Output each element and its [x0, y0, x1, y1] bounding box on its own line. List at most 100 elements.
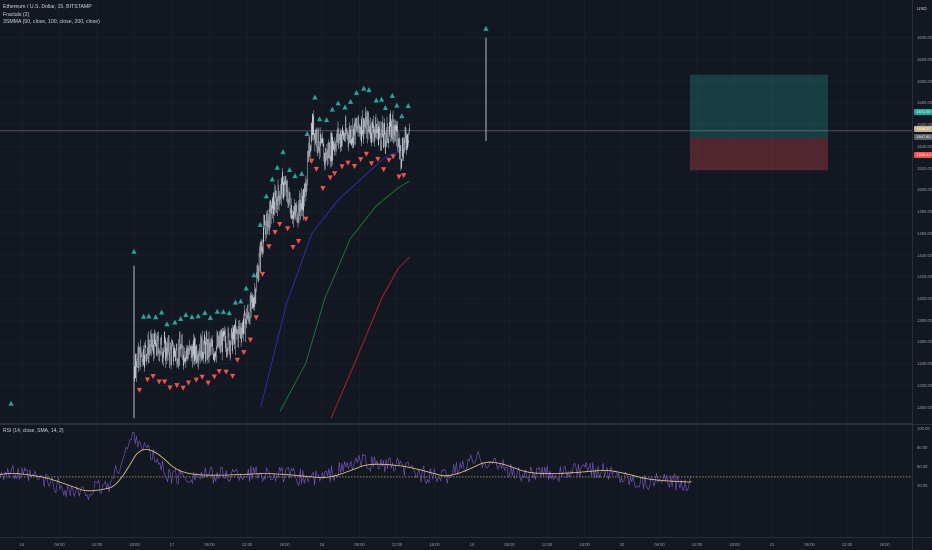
fractal-up-marker [280, 149, 286, 155]
fractal-up-marker [316, 116, 323, 122]
time-tick-label: 18:00 [129, 542, 140, 547]
symbol-title[interactable]: Ethereum / U.S. Dollar, 15, BITSTAMP [3, 4, 92, 10]
fractal-markers [8, 25, 489, 406]
fractal-up-marker [153, 314, 159, 320]
fractal-down-marker [313, 166, 319, 172]
fractal-up-marker [158, 309, 165, 315]
time-tick-label: 12:00 [391, 542, 403, 547]
fractal-up-marker [483, 25, 489, 31]
fractal-down-marker [390, 154, 396, 160]
fractal-down-marker [144, 377, 151, 383]
fractal-down-marker [285, 226, 291, 232]
fractal-up-marker [183, 312, 189, 318]
rsi-ma-line [0, 449, 692, 492]
fractal-up-marker [299, 170, 305, 176]
fractal-up-marker [329, 106, 335, 112]
price-grid [0, 0, 912, 423]
fractal-up-marker [131, 248, 137, 254]
time-tick-label: 06:00 [504, 542, 515, 547]
fractal-down-marker [223, 369, 229, 375]
fractal-down-marker [193, 377, 199, 383]
time-tick-label: 06:00 [54, 542, 65, 547]
price-tick-label: 1640.00 [917, 35, 932, 41]
rsi-axis[interactable]: 100.00 80.00 60.00 40.00 [912, 425, 932, 537]
fractal-up-marker [232, 299, 239, 305]
take-profit-zone [690, 74, 828, 138]
fractal-up-marker [347, 98, 354, 104]
fractal-up-marker [373, 97, 379, 103]
fractal-down-marker [351, 163, 358, 169]
fractal-down-marker [241, 350, 247, 356]
fractal-up-marker [238, 298, 244, 304]
time-tick-label: 18:00 [729, 542, 740, 547]
fractal-up-marker [353, 89, 360, 95]
fractal-down-marker [167, 385, 173, 391]
fractal-up-marker [378, 96, 385, 102]
fractal-up-marker [394, 102, 400, 108]
time-tick-label: 20 [619, 542, 625, 547]
axis-corner [912, 537, 932, 550]
price-tick-label: 1480.00 [917, 209, 932, 215]
fractal-down-marker [327, 175, 333, 181]
fractal-down-marker [303, 216, 309, 222]
fractal-down-marker [216, 369, 222, 375]
fractal-up-marker [202, 310, 208, 316]
price-tick-label: 1600.00 [917, 78, 932, 84]
rsi-pane[interactable] [0, 425, 912, 537]
price-tag: 1547.82 [914, 133, 932, 140]
smma-line-2 [279, 180, 410, 412]
fractal-up-marker [243, 285, 249, 291]
fractal-up-marker [269, 176, 275, 182]
fractal-up-marker [292, 173, 298, 179]
fractal-down-marker [185, 380, 192, 386]
fractal-up-marker [361, 85, 367, 91]
fractal-down-marker [295, 238, 302, 244]
fractal-up-marker [405, 102, 411, 108]
time-axis[interactable]: 16 06:00 12:00 18:00 17 06:00 12:00 18:00 18 06:0… [0, 537, 912, 550]
fractal-up-marker [172, 319, 178, 325]
fractals-indicator-label[interactable]: Fractals (2) [3, 11, 30, 18]
price-tick-label: 1420.00 [917, 274, 932, 280]
price-tick-label: 1620.00 [917, 56, 932, 62]
time-tick-label: 16 [19, 542, 25, 547]
time-tick-label: 18:00 [279, 542, 290, 547]
price-tag: 1554.27 [914, 125, 932, 132]
fractal-down-marker [174, 383, 180, 389]
fractal-down-marker [162, 379, 168, 385]
fractal-up-marker [366, 87, 372, 93]
price-tick-label: 1560.00 [917, 122, 932, 128]
price-pane[interactable] [0, 0, 912, 423]
rsi-line [0, 432, 692, 501]
time-tick-label: 19 [469, 542, 475, 547]
time-tick-label: 18:00 [429, 542, 440, 547]
fractal-down-marker [401, 173, 407, 179]
time-tick-label: 06:00 [804, 542, 815, 547]
fractal-down-marker [136, 387, 143, 393]
rsi-tick-label: 100.00 [917, 425, 930, 431]
time-tick-label: 06:00 [204, 542, 215, 547]
fractal-up-marker [286, 167, 293, 173]
fractal-up-marker [251, 272, 257, 278]
fractal-up-marker [226, 310, 232, 316]
fractal-down-marker [150, 373, 156, 379]
fractal-down-marker [345, 160, 351, 166]
price-axis[interactable]: USD 1640.00 1620.00 1600.00 1580.00 1560.00 1… [912, 0, 932, 424]
rsi-tick-label: 60.00 [917, 463, 928, 469]
smma-indicator-label[interactable]: 3SMMA (50, close, 100, close, 200, close… [3, 19, 100, 26]
currency-label: USD [917, 6, 927, 11]
price-tick-label: 1300.00 [917, 404, 932, 410]
price-tick-label: 1460.00 [917, 230, 932, 236]
fractal-up-marker [323, 117, 330, 123]
fractal-down-marker [386, 157, 392, 163]
fractal-down-marker [180, 385, 186, 391]
chart-legend: Ethereum / U.S. Dollar, 15, BITSTAMP Fra… [3, 4, 100, 27]
rsi-tick-label: 40.00 [917, 483, 928, 489]
fractal-up-marker [312, 94, 318, 100]
rsi-indicator-label[interactable]: RSI (14, close, SMA, 14, 2) [3, 428, 64, 434]
time-tick-label: 18:00 [879, 542, 890, 547]
fractal-up-marker [8, 400, 14, 406]
price-tick-label: 1500.00 [917, 187, 932, 193]
smma-line-1 [260, 145, 410, 408]
pane-divider[interactable] [0, 423, 932, 425]
time-tick-label: 21 [769, 542, 775, 547]
